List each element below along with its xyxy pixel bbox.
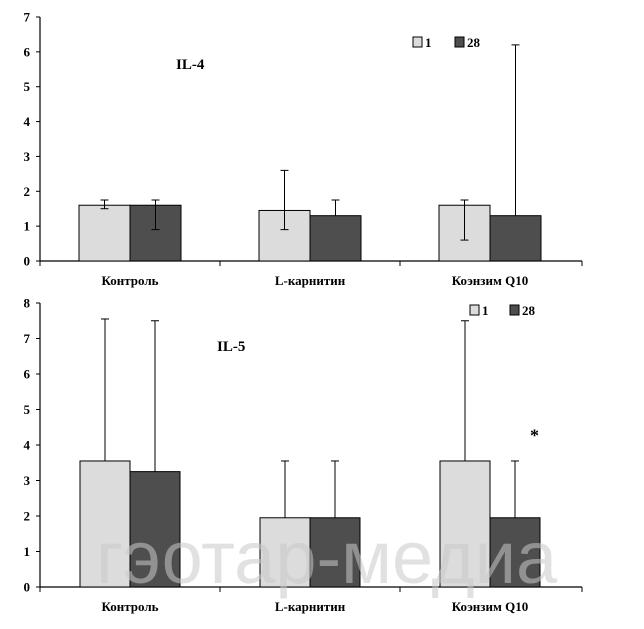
y-tick-label: 1 [24, 544, 31, 559]
bar-28-0 [129, 471, 181, 588]
legend-swatch [509, 304, 520, 316]
chart-title: IL-5 [217, 339, 245, 355]
legend-label: 28 [467, 35, 481, 50]
y-tick-label: 4 [24, 114, 31, 129]
category-label: Контроль [101, 599, 158, 614]
significance-marker: * [530, 425, 539, 445]
y-tick-label: 7 [24, 10, 31, 25]
chart-title: IL-4 [176, 57, 205, 73]
legend-swatch [469, 304, 480, 316]
y-tick-label: 6 [24, 44, 31, 59]
category-label: Коэнзим Q10 [452, 599, 528, 614]
legend-label: 1 [425, 35, 432, 50]
bar-1-0 [78, 204, 131, 262]
legend-swatch [412, 36, 423, 48]
legend-label: 28 [522, 303, 536, 318]
y-tick-label: 4 [24, 438, 31, 453]
category-label: Коэнзим Q10 [452, 273, 528, 288]
bar-1-0 [79, 460, 131, 588]
bar-28-1 [309, 517, 361, 588]
bar-28-2 [489, 215, 542, 262]
watermark-text: гэотар-медиа [96, 516, 558, 599]
y-tick-label: 6 [24, 367, 31, 382]
legend-swatch [454, 36, 465, 48]
y-tick-label: 2 [24, 509, 31, 524]
y-tick-label: 8 [24, 296, 31, 311]
y-tick-label: 0 [24, 580, 31, 595]
il4-chart: 0 1 2 3 4 5 6 7 Контроль L-карнитин Коэнзим Q10 IL-… [24, 10, 583, 288]
il5-chart: 0 1 2 3 4 5 6 7 8 Контроль L-карнитин Коэнзим Q10 IL… [24, 296, 583, 614]
bar-1-2 [439, 460, 491, 588]
y-tick-label: 5 [24, 79, 31, 94]
category-label: L-карнитин [275, 273, 346, 288]
category-label: L-карнитин [275, 599, 346, 614]
y-tick-label: 1 [24, 219, 31, 234]
bar-28-1 [309, 215, 362, 262]
y-tick-label: 5 [24, 402, 31, 417]
y-tick-label: 0 [24, 254, 31, 269]
y-tick-label: 3 [24, 473, 31, 488]
bar-28-2 [489, 517, 541, 588]
y-tick-label: 2 [24, 184, 31, 199]
category-label: Контроль [101, 273, 158, 288]
y-tick-label: 3 [24, 149, 31, 164]
y-tick-label: 7 [24, 331, 31, 346]
legend-label: 1 [482, 303, 489, 318]
